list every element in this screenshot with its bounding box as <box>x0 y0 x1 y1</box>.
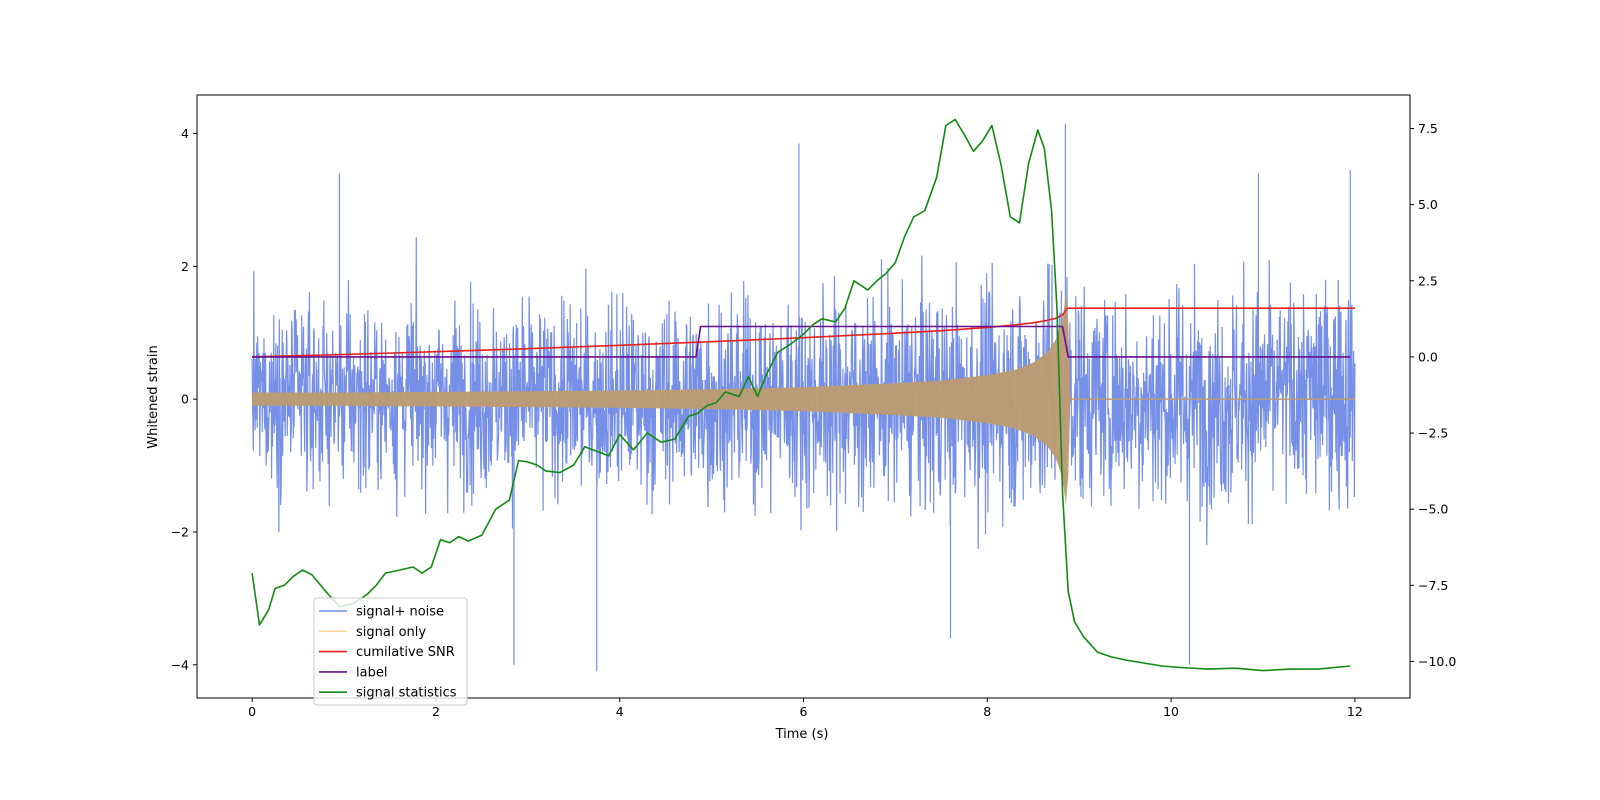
legend-label: signal+ noise <box>356 605 444 620</box>
y-axis-left: −4 −2 0 2 4 <box>171 126 197 672</box>
x-tick-label: 8 <box>983 704 991 719</box>
y-tick-label: 0 <box>181 392 189 407</box>
y2-tick-label: −7.5 <box>1418 578 1448 593</box>
y2-tick-label: −5.0 <box>1418 502 1448 517</box>
x-axis-label: Time (s) <box>775 727 829 742</box>
y-tick-label: 4 <box>181 126 189 141</box>
legend-label: signal statistics <box>356 686 457 701</box>
y-tick-label: −2 <box>171 524 189 539</box>
legend-label: label <box>356 665 387 680</box>
x-tick-label: 12 <box>1347 704 1363 719</box>
y2-tick-label: −10.0 <box>1418 654 1456 669</box>
x-tick-label: 6 <box>800 704 808 719</box>
x-tick-label: 10 <box>1163 704 1179 719</box>
y2-tick-label: 5.0 <box>1418 197 1438 212</box>
y-axis-right: −10.0 −7.5 −5.0 −2.5 0.0 2.5 5.0 7.5 <box>1410 121 1456 669</box>
series-cumulative-snr-line <box>252 307 1355 358</box>
signal-only-band <box>252 293 1355 506</box>
y2-tick-label: 0.0 <box>1418 349 1438 364</box>
legend-box <box>313 597 468 706</box>
y-tick-label: 2 <box>181 259 189 274</box>
series-label-line <box>252 325 1351 358</box>
y2-tick-label: 7.5 <box>1418 121 1438 136</box>
legend: signal+ noise signal only cumilative SNR la… <box>313 597 468 706</box>
legend-label: cumilative SNR <box>356 645 455 660</box>
y2-tick-label: 2.5 <box>1418 273 1438 288</box>
legend-label: signal only <box>356 625 426 640</box>
series-signal-only <box>252 293 1355 506</box>
y2-tick-label: −2.5 <box>1418 426 1448 441</box>
series-signal-statistics-line <box>251 118 1351 672</box>
y-tick-label: −4 <box>171 657 189 672</box>
x-tick-label: 4 <box>616 704 624 719</box>
series-layer <box>251 118 1356 672</box>
series-cumulative-snr <box>252 307 1355 358</box>
x-tick-label: 0 <box>248 704 256 719</box>
y-axis-label: Whitened strain <box>146 345 161 448</box>
x-tick-label: 2 <box>432 704 440 719</box>
series-signal-statistics <box>251 118 1351 672</box>
series-label <box>252 325 1351 358</box>
